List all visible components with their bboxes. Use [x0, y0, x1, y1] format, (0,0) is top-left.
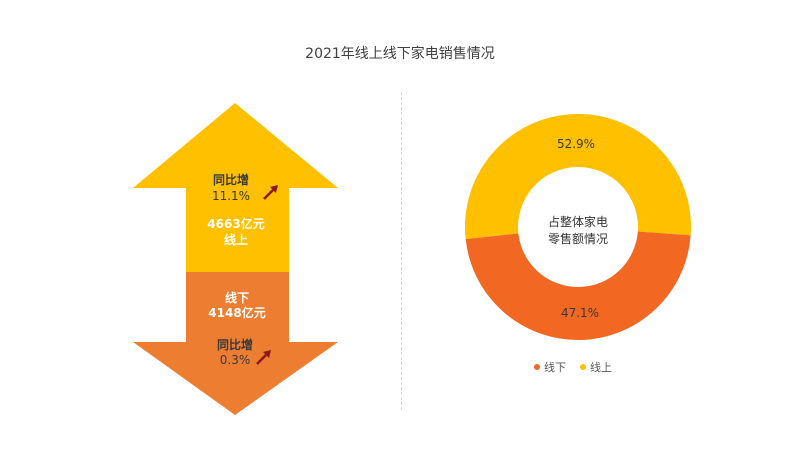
offline-value-label: 4148亿元: [208, 306, 266, 320]
offline-growth-label: 同比增: [216, 338, 253, 352]
donut-center-line-1: 占整体家电: [547, 215, 608, 229]
donut-legend: 线下 线上: [534, 359, 612, 375]
legend-item-online: 线上: [580, 359, 612, 375]
online-growth-arrow-icon: [263, 185, 278, 200]
online-series-name: 线上: [223, 233, 248, 247]
donut-center-line-2: 零售额情况: [547, 232, 608, 246]
donut-slice-offline: [465, 231, 691, 340]
donut-slice-online: [465, 113, 691, 240]
online-slice-label: 52.9%: [556, 137, 596, 151]
online-value-label: 4663亿元: [207, 217, 265, 231]
offline-growth-value: 0.3%: [219, 353, 251, 367]
online-growth-value: 11.1%: [211, 189, 251, 203]
chart-title: 2021年线上线下家电销售情况: [305, 46, 495, 62]
offline-growth-arrow-icon: [256, 350, 271, 365]
legend-swatch-offline: [534, 364, 540, 370]
legend-item-offline: 线下: [534, 359, 566, 375]
donut-center-label: 占整体家电 零售额情况: [518, 214, 638, 248]
legend-label-online: 线上: [590, 361, 612, 374]
online-up-arrow: [133, 103, 338, 272]
offline-down-arrow: [133, 272, 338, 415]
offline-series-name: 线下: [224, 291, 249, 305]
online-growth-label: 同比增: [212, 173, 249, 187]
legend-swatch-online: [580, 364, 586, 370]
chart-divider: [401, 92, 402, 410]
offline-slice-label: 47.1%: [560, 306, 600, 320]
legend-label-offline: 线下: [544, 361, 566, 374]
